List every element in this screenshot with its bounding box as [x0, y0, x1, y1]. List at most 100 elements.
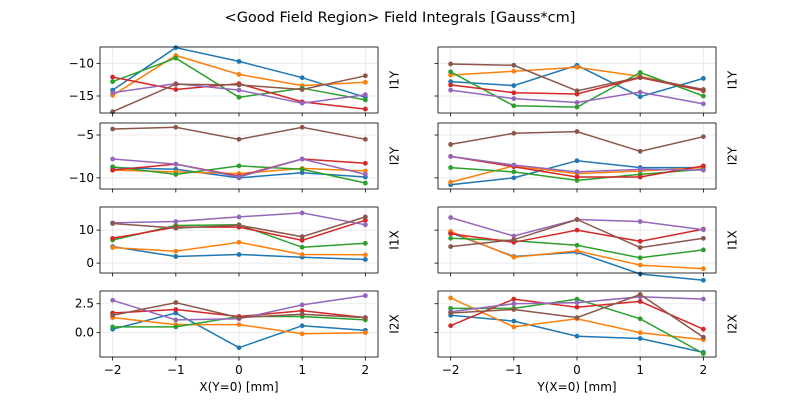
- data-point: [700, 167, 706, 173]
- data-point: [637, 292, 643, 297]
- y-tick-label: −15: [69, 89, 94, 103]
- data-point: [700, 277, 706, 283]
- data-point: [511, 90, 517, 96]
- data-point: [637, 174, 643, 180]
- data-point: [511, 103, 517, 109]
- data-point: [574, 227, 580, 233]
- y-axis-label: I1Y: [388, 70, 402, 89]
- data-point: [448, 305, 454, 311]
- data-point: [448, 235, 454, 241]
- data-point: [236, 214, 242, 220]
- data-point: [448, 244, 454, 250]
- y-axis-label: I2X: [726, 314, 740, 333]
- data-point: [700, 101, 706, 107]
- data-point: [173, 87, 179, 92]
- data-point: [299, 308, 305, 314]
- data-point: [700, 266, 706, 272]
- data-point: [700, 334, 706, 340]
- data-point: [110, 126, 116, 132]
- data-point: [574, 242, 580, 248]
- data-point: [637, 166, 643, 172]
- data-point: [299, 100, 305, 106]
- data-point: [110, 221, 116, 226]
- data-point: [637, 148, 643, 154]
- data-point: [700, 87, 706, 92]
- data-point: [299, 244, 305, 250]
- data-point: [511, 318, 517, 324]
- y-tick-label: 2.5: [75, 297, 94, 311]
- data-point: [574, 296, 580, 302]
- data-point: [173, 172, 179, 177]
- data-point: [236, 163, 242, 169]
- y-axis-label: I2X: [388, 314, 402, 333]
- data-point: [511, 162, 517, 168]
- data-point: [448, 179, 454, 185]
- data-point: [110, 79, 116, 85]
- data-point: [362, 168, 368, 174]
- data-point: [574, 217, 580, 222]
- data-point: [299, 302, 305, 308]
- data-point: [110, 74, 116, 80]
- data-point: [236, 94, 242, 100]
- data-point: [574, 333, 580, 339]
- data-point: [511, 130, 517, 136]
- x-tick-label: 0: [235, 363, 243, 377]
- data-point: [511, 254, 517, 260]
- data-point: [110, 297, 116, 303]
- y-tick-label: 0: [86, 256, 94, 270]
- data-point: [362, 79, 368, 85]
- subplot-I2X-vs-Y: −2 −1 0 1 2 I2X Y(X=0) [mm]: [434, 290, 740, 394]
- data-point: [173, 124, 179, 130]
- data-point: [362, 106, 368, 112]
- subplot-I2Y-vs-X: −10 −5 I2Y: [69, 122, 402, 193]
- x-tick-label: 2: [700, 363, 708, 377]
- data-point: [299, 166, 305, 172]
- y-tick-label: 0.0: [75, 326, 94, 340]
- data-point: [448, 82, 454, 88]
- data-point: [574, 174, 580, 180]
- data-point: [110, 156, 116, 162]
- data-point: [362, 217, 368, 223]
- data-point: [236, 252, 242, 257]
- data-point: [574, 248, 580, 254]
- data-point: [362, 92, 368, 98]
- data-point: [173, 161, 179, 167]
- data-point: [110, 312, 116, 318]
- data-point: [448, 154, 454, 159]
- x-axis-label: X(Y=0) [mm]: [199, 380, 278, 394]
- x-axis-label: Y(X=0) [mm]: [536, 380, 616, 394]
- data-point: [574, 315, 580, 321]
- x-tick-label: −2: [104, 363, 122, 377]
- data-point: [574, 100, 580, 105]
- data-point: [511, 68, 517, 74]
- data-point: [362, 222, 368, 228]
- data-point: [173, 45, 179, 51]
- data-point: [637, 74, 643, 80]
- data-point: [362, 172, 368, 177]
- data-point: [637, 219, 643, 224]
- data-point: [448, 310, 454, 316]
- subplot-I1X-vs-X: 0 10 I1X: [79, 206, 402, 277]
- data-point: [511, 324, 517, 330]
- x-tick-label: −2: [442, 363, 460, 377]
- data-point: [637, 89, 643, 95]
- y-axis-label: I2Y: [726, 146, 740, 165]
- data-point: [362, 315, 368, 321]
- data-point: [574, 158, 580, 164]
- data-point: [637, 336, 643, 341]
- data-point: [110, 167, 116, 173]
- data-point: [511, 307, 517, 312]
- data-point: [448, 69, 454, 75]
- data-point: [110, 90, 116, 96]
- y-tick-label: −10: [69, 171, 94, 185]
- data-point: [511, 237, 517, 243]
- data-point: [299, 87, 305, 92]
- y-axis-label: I2Y: [388, 146, 402, 165]
- data-point: [299, 323, 305, 329]
- data-point: [362, 293, 368, 299]
- data-point: [173, 310, 179, 316]
- x-tick-label: 1: [298, 363, 306, 377]
- x-tick-label: −1: [505, 363, 523, 377]
- x-tick-label: 0: [573, 363, 581, 377]
